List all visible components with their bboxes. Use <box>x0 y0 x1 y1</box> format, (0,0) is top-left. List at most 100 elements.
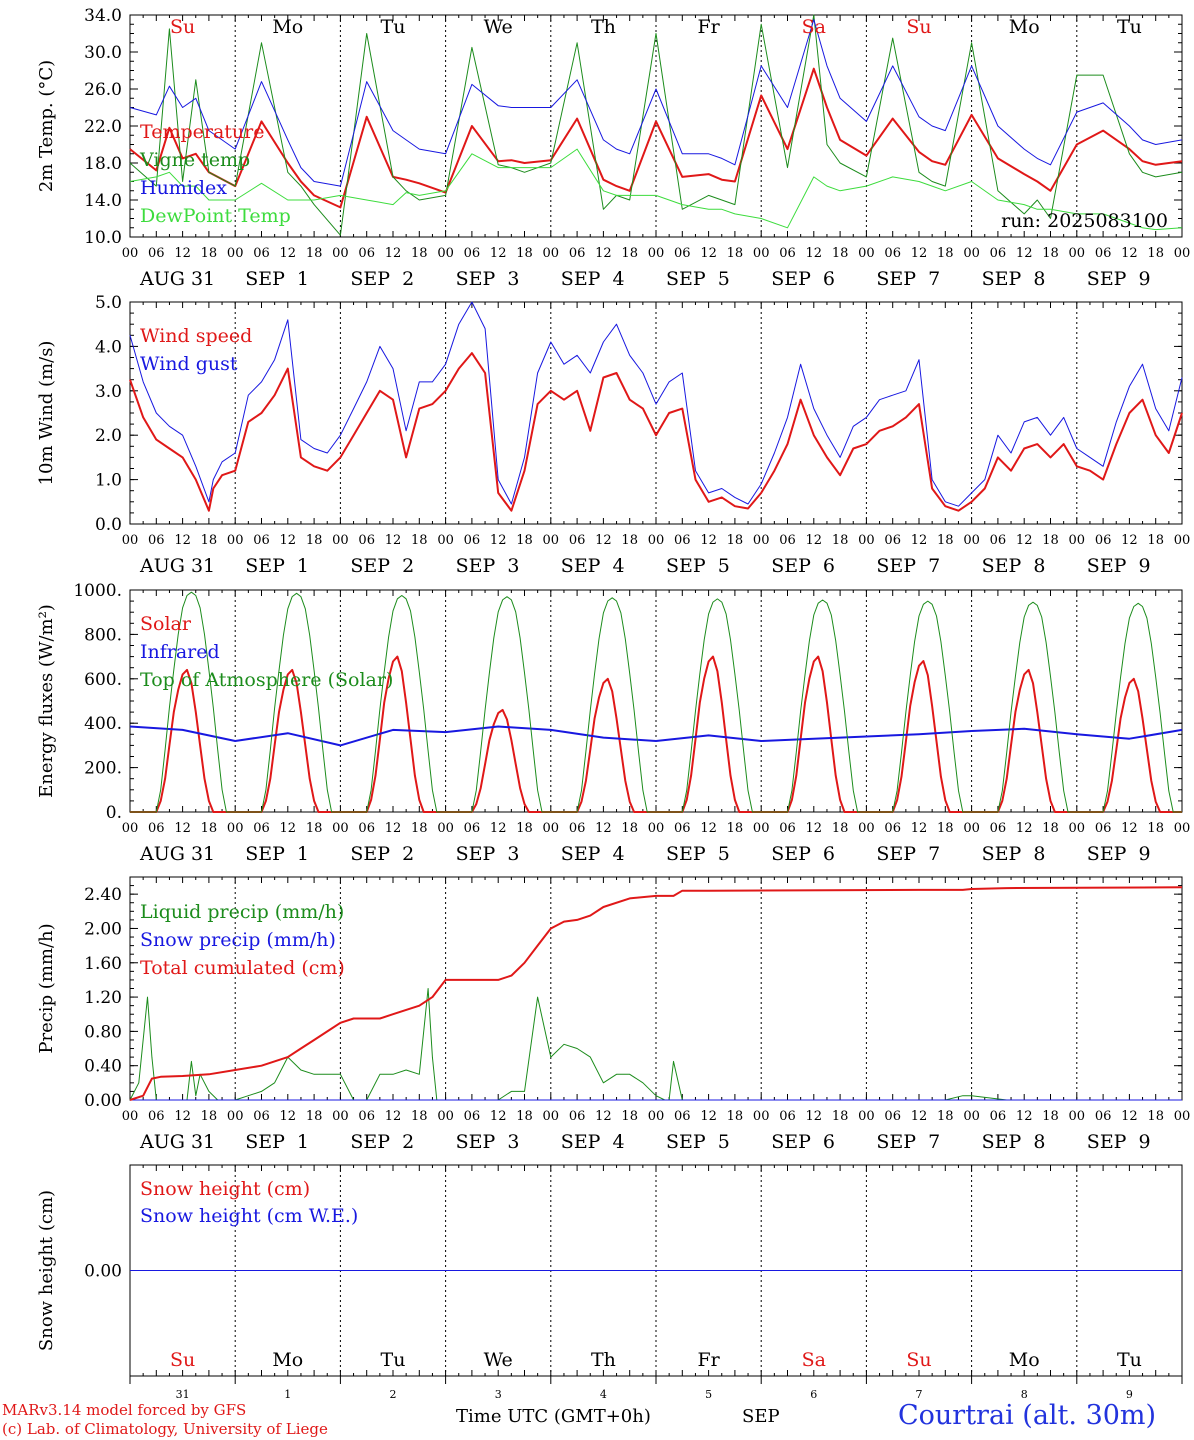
hour-tick-label: 12 <box>1121 533 1138 548</box>
date-label: SEP 3 <box>456 555 520 577</box>
hour-tick-label: 00 <box>227 821 244 836</box>
hour-tick-label: 18 <box>201 1109 218 1124</box>
hour-tick-label: 00 <box>858 1109 875 1124</box>
date-label: SEP 7 <box>876 1131 940 1153</box>
hour-tick-label: 00 <box>332 246 349 261</box>
hour-tick-label: 12 <box>1016 821 1033 836</box>
hour-tick-label: 18 <box>832 246 849 261</box>
y-axis-label: 2m Temp. (°C) <box>36 60 57 192</box>
y-axis-label: Snow height (cm) <box>36 1190 57 1351</box>
hour-tick-label: 00 <box>437 246 454 261</box>
hour-tick-label: 12 <box>490 821 507 836</box>
hour-tick-label: 06 <box>674 821 691 836</box>
hour-tick-label: 12 <box>1121 246 1138 261</box>
legend-entry: Infrared <box>140 641 220 663</box>
hour-tick-label: 06 <box>569 533 586 548</box>
weekday-label: Su <box>906 16 931 38</box>
hour-tick-label: 06 <box>779 1109 796 1124</box>
date-label: SEP 5 <box>666 1131 730 1153</box>
hour-tick-label: 06 <box>358 246 375 261</box>
y-axis-label: 10m Wind (m/s) <box>36 341 57 486</box>
hour-tick-label: 00 <box>332 1109 349 1124</box>
y-tick-label: 0.00 <box>84 1262 122 1282</box>
hour-tick-label: 12 <box>806 533 823 548</box>
hour-tick-label: 06 <box>674 246 691 261</box>
hour-tick-label: 12 <box>490 533 507 548</box>
hour-tick-label: 18 <box>516 1109 533 1124</box>
date-label: SEP 2 <box>350 555 414 577</box>
date-label: SEP 1 <box>245 555 309 577</box>
hour-tick-label: 18 <box>306 1109 323 1124</box>
hour-tick-label: 12 <box>700 1109 717 1124</box>
hour-tick-label: 06 <box>884 1109 901 1124</box>
date-label: SEP 3 <box>456 1131 520 1153</box>
hour-tick-label: 00 <box>753 246 770 261</box>
hour-tick-label: 18 <box>306 246 323 261</box>
legend-entry: Liquid precip (mm/h) <box>140 901 344 923</box>
date-label: SEP 9 <box>1087 1131 1151 1153</box>
series-line-total-cumulated-cm- <box>129 886 1183 1101</box>
run-label: run: 2025083100 <box>1001 210 1168 232</box>
hour-tick-label: 18 <box>411 246 428 261</box>
hour-tick-label: 00 <box>122 821 139 836</box>
date-label: SEP 8 <box>982 843 1046 865</box>
date-label: SEP 4 <box>561 555 625 577</box>
hour-tick-label: 06 <box>1095 821 1112 836</box>
hour-tick-label: 00 <box>1174 246 1191 261</box>
hour-tick-label: 06 <box>148 533 165 548</box>
hour-tick-label: 18 <box>306 821 323 836</box>
weekday-label: Su <box>170 16 195 38</box>
hour-tick-label: 12 <box>595 246 612 261</box>
hour-tick-label: 06 <box>990 821 1007 836</box>
hour-tick-label: 12 <box>280 821 297 836</box>
bottom-day-number: 31 <box>176 1388 190 1400</box>
y-tick-label: 1000. <box>73 581 122 601</box>
hour-tick-label: 00 <box>543 1109 560 1124</box>
hour-tick-label: 06 <box>358 533 375 548</box>
hour-tick-label: 00 <box>437 821 454 836</box>
hour-tick-label: 18 <box>937 533 954 548</box>
y-tick-label: 22.0 <box>84 117 122 137</box>
hour-tick-label: 00 <box>858 821 875 836</box>
hour-tick-label: 06 <box>464 246 481 261</box>
legend-entry: Snow precip (mm/h) <box>140 929 336 951</box>
time-axis-label: Time UTC (GMT+0h) <box>456 1406 651 1427</box>
date-label: SEP 6 <box>771 1131 835 1153</box>
date-label: SEP 7 <box>876 843 940 865</box>
series-line-temperature <box>129 67 1183 209</box>
hour-tick-label: 00 <box>543 246 560 261</box>
bottom-weekday-label: Th <box>591 1349 616 1371</box>
hour-tick-label: 12 <box>385 1109 402 1124</box>
panel-precip <box>129 876 1183 1101</box>
hour-tick-label: 18 <box>411 1109 428 1124</box>
hour-tick-label: 18 <box>832 821 849 836</box>
hour-tick-label: 18 <box>201 821 218 836</box>
hour-tick-label: 00 <box>858 533 875 548</box>
hour-tick-label: 00 <box>437 533 454 548</box>
hour-tick-label: 18 <box>937 246 954 261</box>
hour-tick-label: 12 <box>174 821 191 836</box>
hour-tick-label: 00 <box>122 1109 139 1124</box>
hour-tick-label: 12 <box>174 246 191 261</box>
date-label: SEP 4 <box>561 843 625 865</box>
legend-entry: Wind gust <box>140 353 238 375</box>
weekday-label: Tu <box>381 16 406 38</box>
y-tick-label: 2.40 <box>84 885 122 905</box>
hour-tick-label: 06 <box>148 246 165 261</box>
date-label: AUG 31 <box>139 843 215 865</box>
bottom-weekday-label: Tu <box>1117 1349 1142 1371</box>
hour-tick-label: 12 <box>280 533 297 548</box>
date-label: AUG 31 <box>139 1131 215 1153</box>
hour-tick-label: 00 <box>227 246 244 261</box>
weekday-label: Sa <box>802 16 826 38</box>
date-label: SEP 1 <box>245 843 309 865</box>
y-tick-label: 0.0 <box>95 515 122 535</box>
hour-tick-label: 00 <box>648 246 665 261</box>
date-label: SEP 5 <box>666 843 730 865</box>
hour-tick-label: 00 <box>648 821 665 836</box>
y-tick-label: 2.00 <box>84 919 122 939</box>
hour-tick-label: 06 <box>674 1109 691 1124</box>
hour-tick-label: 12 <box>385 821 402 836</box>
hour-tick-label: 00 <box>227 533 244 548</box>
